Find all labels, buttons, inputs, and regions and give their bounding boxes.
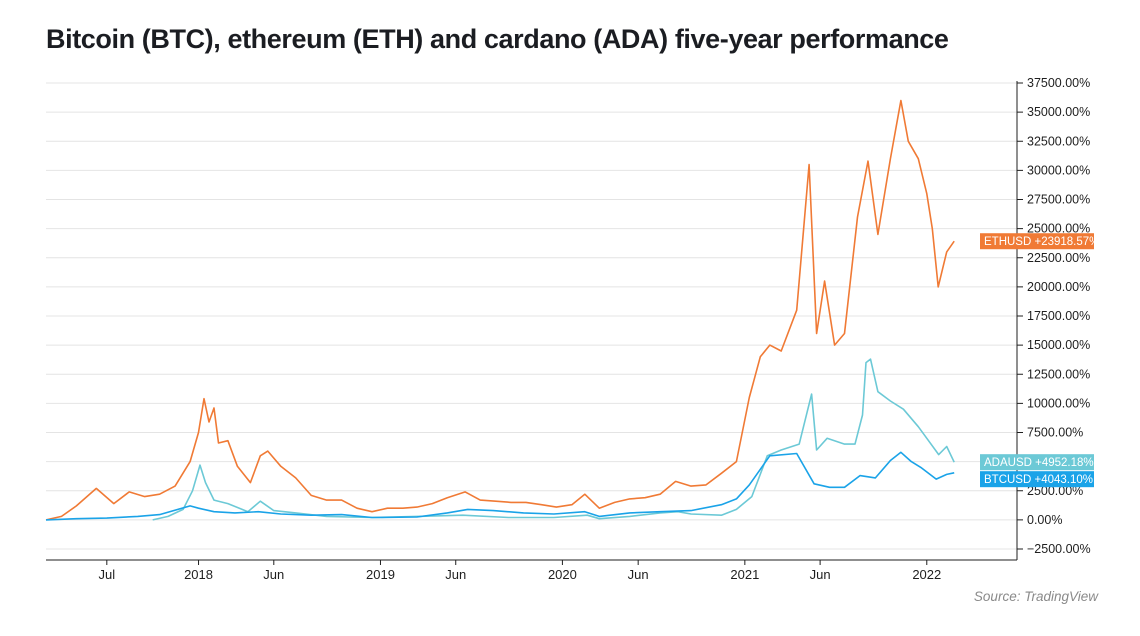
chart-title: Bitcoin (BTC), ethereum (ETH) and cardan… (46, 24, 949, 54)
y-tick-label: 22500.00% (1027, 251, 1090, 265)
gridlines (46, 82, 1017, 550)
y-tick-label: 0.00% (1027, 513, 1062, 527)
y-tick-label: 30000.00% (1027, 163, 1090, 177)
x-tick-label: Jun (445, 567, 466, 582)
y-tick-label: 2500.00% (1027, 484, 1083, 498)
x-tick-label: 2021 (730, 567, 759, 582)
tag-background (980, 454, 1094, 471)
tag-label: BTCUSD +4043.10% (984, 474, 1093, 486)
x-tick-label: Jul (98, 567, 115, 582)
y-tick-label: 7500.00% (1027, 426, 1083, 440)
tag-label: ETHUSD +23918.57% (984, 236, 1099, 248)
series-line-ethusd (45, 99, 955, 521)
last-value-tags: ETHUSD +23918.57% ADAUSD +4952.18% BTCUSD … (980, 233, 1099, 488)
y-tick-label: 32500.00% (1027, 134, 1090, 148)
y-tick-label: −2500.00% (1027, 542, 1091, 556)
x-tick-label: 2022 (912, 567, 941, 582)
y-tick-label: 15000.00% (1027, 338, 1090, 352)
x-tick-label: Jun (263, 567, 284, 582)
x-tick-label: Jun (810, 567, 831, 582)
x-axis-ticks: Jul 2018 Jun 2019 Jun 2020 Jun 2021 Jun 2022 (98, 567, 941, 582)
y-tick-label: 10000.00% (1027, 396, 1090, 410)
series-line-btcusd (45, 451, 955, 521)
y-tick-label: 17500.00% (1027, 309, 1090, 323)
x-tick-label: 2019 (366, 567, 395, 582)
series-lines (45, 99, 955, 521)
y-tick-label: 12500.00% (1027, 367, 1090, 381)
y-tick-label: 25000.00% (1027, 222, 1090, 236)
series-line-adausd (152, 358, 955, 521)
y-tick-label: 35000.00% (1027, 105, 1090, 119)
y-tick-label: 20000.00% (1027, 280, 1090, 294)
tag-label: ADAUSD +4952.18% (984, 457, 1094, 469)
source-note: Source: TradingView (973, 589, 1098, 604)
y-tick-label: 37500.00% (1027, 76, 1090, 90)
tag-background (980, 233, 1094, 250)
last-value-tag-adausd: ADAUSD +4952.18% (980, 454, 1094, 471)
x-tick-label: Jun (628, 567, 649, 582)
last-value-tag-btcusd: BTCUSD +4043.10% (980, 471, 1094, 488)
tag-background (980, 471, 1094, 488)
x-tick-label: 2020 (548, 567, 577, 582)
last-value-tag-ethusd: ETHUSD +23918.57% (980, 233, 1099, 250)
x-tick-label: 2018 (184, 567, 213, 582)
y-tick-label: 27500.00% (1027, 193, 1090, 207)
